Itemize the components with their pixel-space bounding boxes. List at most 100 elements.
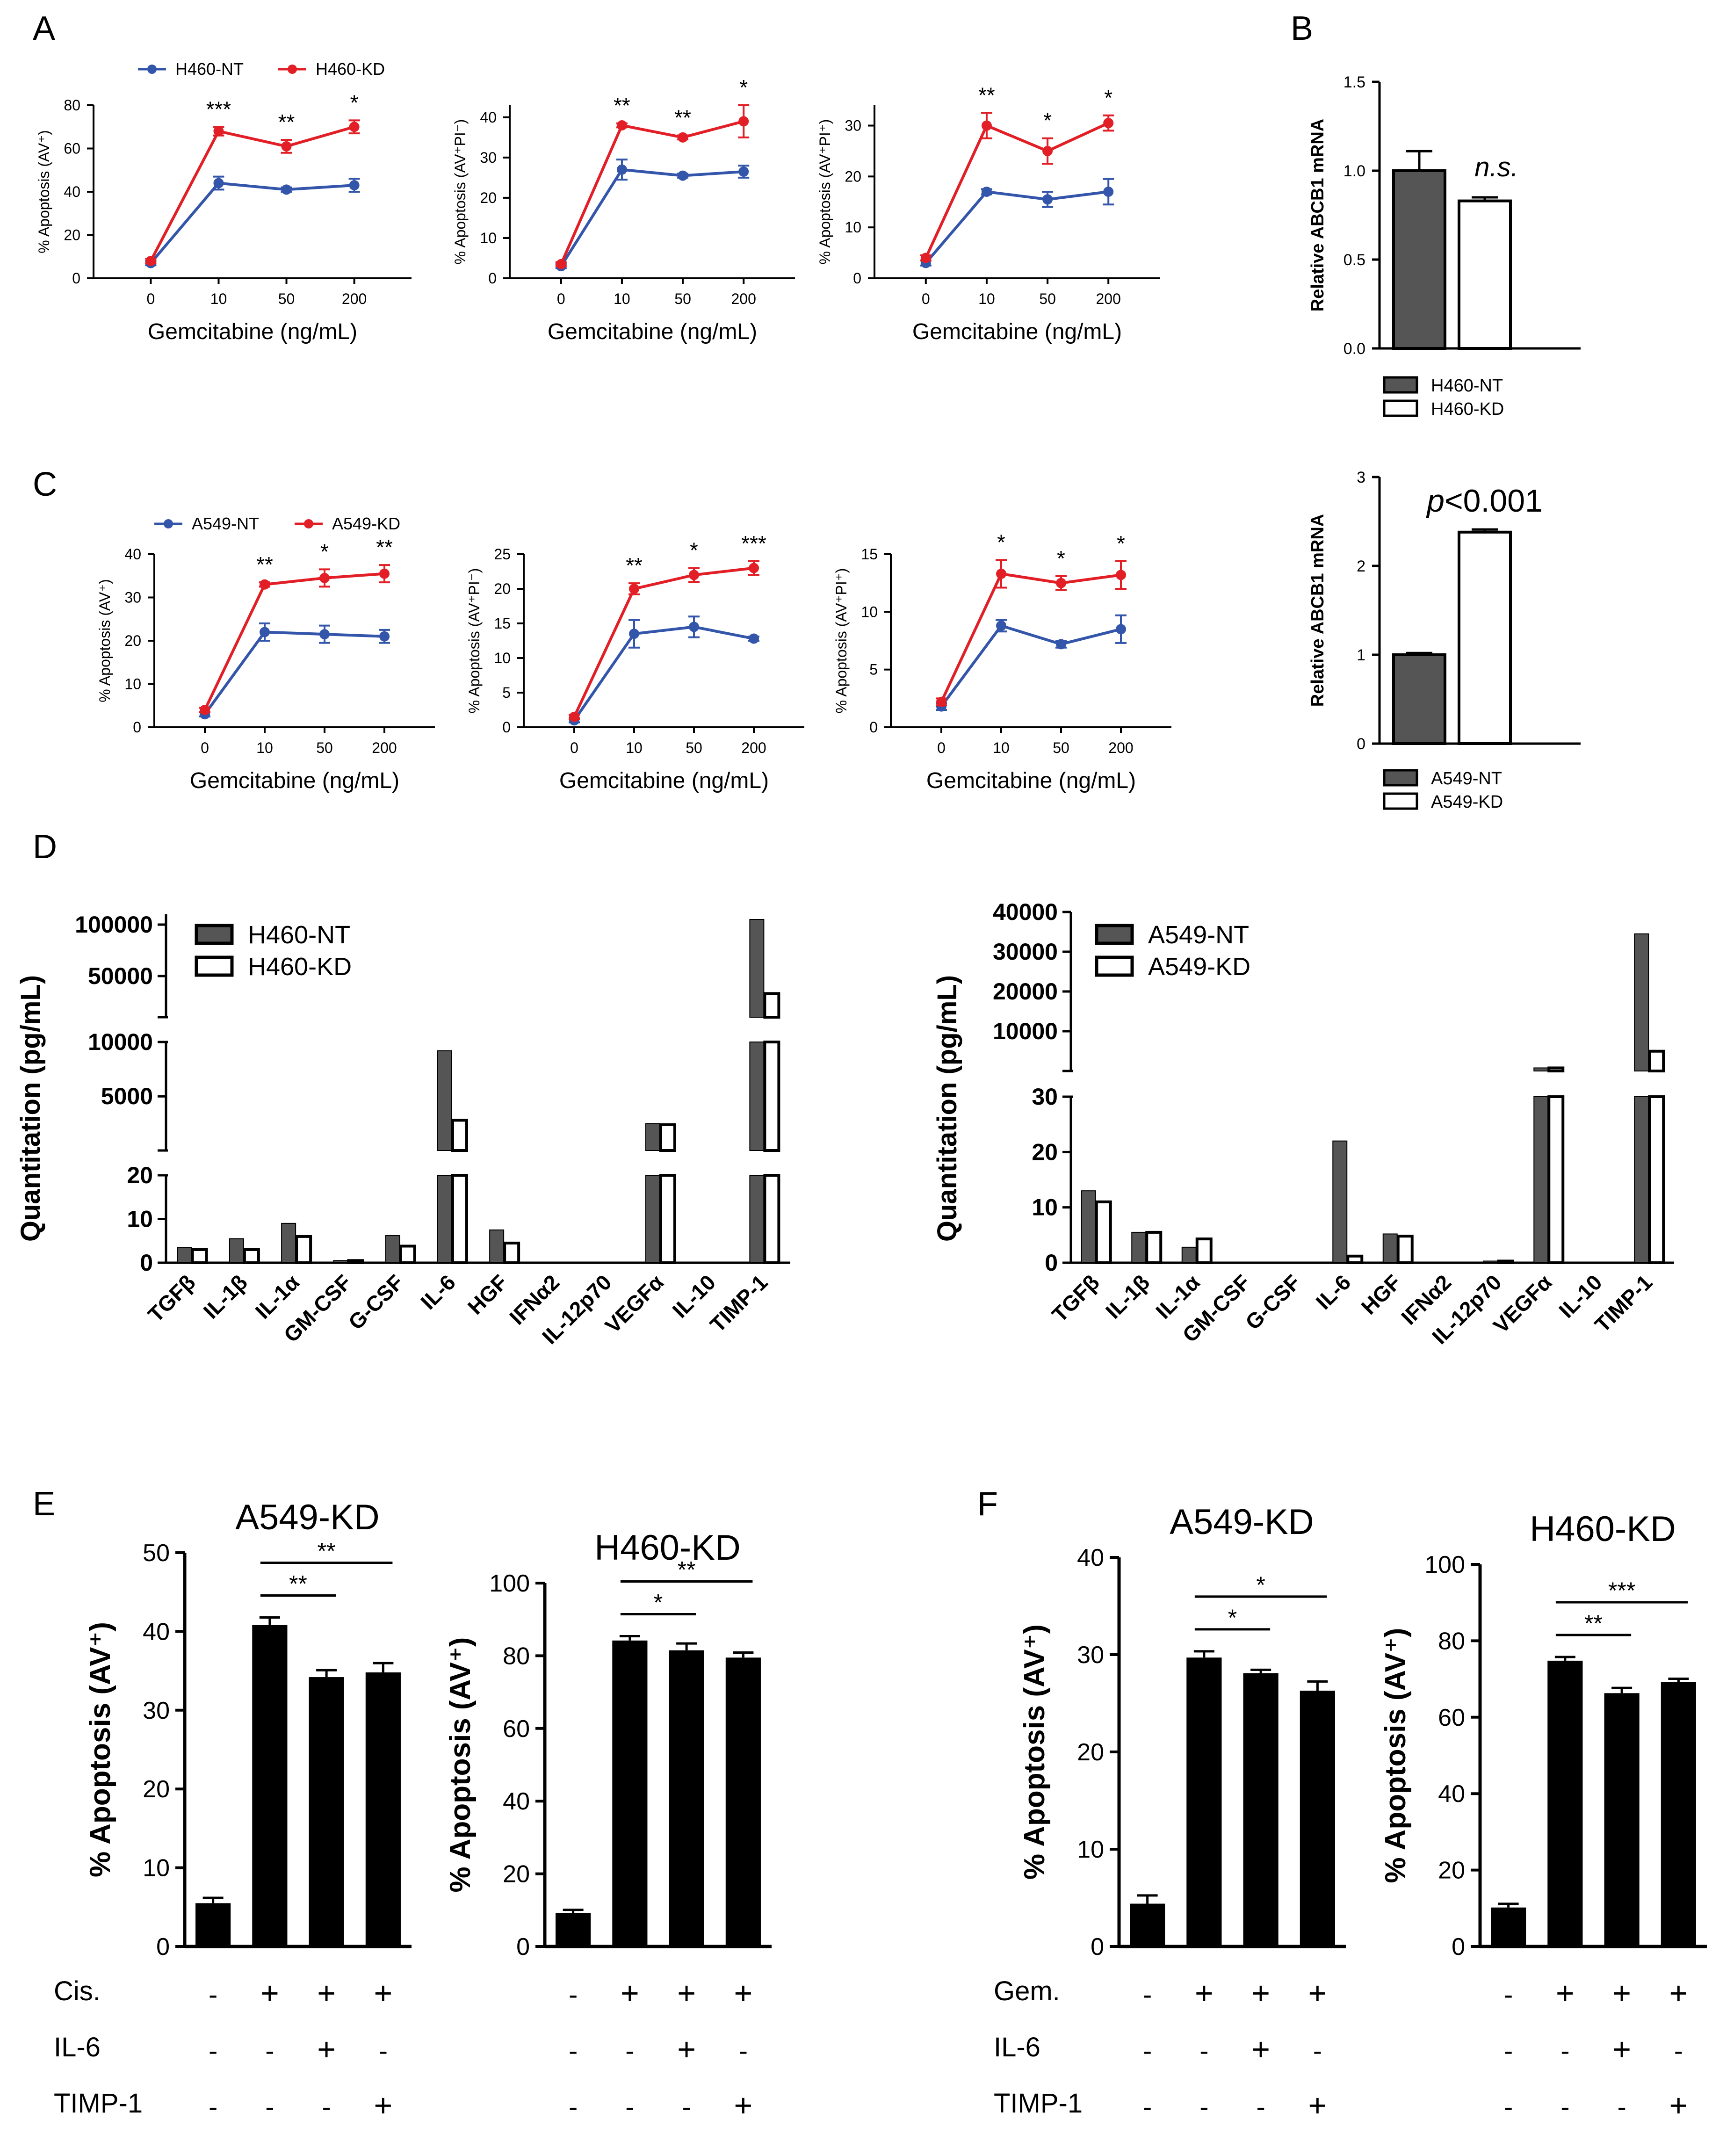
significance-marker: **: [978, 83, 995, 107]
treatment-mark: -: [1199, 2092, 1208, 2122]
significance-marker: **: [674, 106, 691, 130]
bar: [365, 1672, 401, 1946]
y-axis-label: % Apoptosis (AV⁺): [84, 1622, 116, 1877]
y-tick-label: 25: [494, 546, 511, 563]
x-tick-label: 10: [256, 739, 273, 756]
bar: [612, 1640, 648, 1946]
legend-label: H460-KD: [1431, 399, 1504, 419]
y-tick-label: 10: [127, 1206, 153, 1232]
x-tick-label: 50: [1053, 739, 1069, 756]
data-point: [1116, 624, 1126, 635]
bar: [385, 1235, 400, 1264]
significance-marker: *: [690, 538, 698, 563]
x-axis-label: Gemcitabine (ng/mL): [926, 768, 1136, 793]
bar-segment: [1648, 1095, 1665, 1264]
treatment-mark: -: [1617, 2092, 1626, 2122]
y-tick-label: 50: [143, 1540, 170, 1567]
y-tick-label: 10: [480, 230, 497, 246]
bar: [229, 1238, 244, 1263]
x-tick-label: 50: [1039, 290, 1056, 307]
y-tick-label: 15: [494, 615, 511, 632]
x-tick-label: 200: [1096, 290, 1121, 307]
y-tick-label: 30: [143, 1697, 170, 1724]
treatment-mark: -: [1143, 1980, 1152, 2010]
x-axis-label: Gemcitabine (ng/mL): [912, 319, 1122, 344]
treatment-mark: -: [625, 2092, 634, 2122]
bar-segment: [645, 1175, 660, 1263]
y-tick-label: 0: [156, 1933, 170, 1961]
x-tick-label: TIMP-1: [1590, 1270, 1657, 1337]
y-tick-label: 100: [489, 1570, 530, 1597]
x-tick-label: 50: [278, 290, 295, 307]
data-point: [281, 184, 292, 195]
bar: [1081, 1190, 1096, 1264]
significance-marker: *: [1117, 531, 1125, 556]
significance-marker: **: [289, 1570, 307, 1597]
bar: [749, 919, 765, 1018]
treatment-mark: +: [1195, 1975, 1214, 2011]
treatment-mark: +: [374, 1975, 393, 2011]
treatment-mark: +: [1251, 1975, 1270, 2011]
significance-marker: *: [997, 530, 1005, 554]
data-point: [981, 187, 992, 197]
treatment-mark: -: [1560, 2092, 1569, 2122]
bar: [333, 1260, 348, 1263]
legend-label: A549-NT: [1148, 921, 1249, 949]
treatment-mark: -: [682, 2092, 691, 2122]
legend-marker: [288, 65, 297, 74]
bar: [1483, 1260, 1498, 1263]
treatment-mark: +: [260, 1975, 279, 2011]
data-point: [749, 633, 759, 644]
data-point: [689, 622, 699, 632]
y-axis-label: % Apoptosis (AV⁺): [96, 579, 113, 702]
x-tick-label: G-CSF: [1241, 1270, 1305, 1334]
treatment-mark: -: [1504, 1980, 1513, 2010]
significance-annotation: p<0.001: [1426, 483, 1543, 519]
data-point: [1103, 118, 1114, 129]
bar: [281, 1223, 296, 1264]
data-point: [145, 256, 156, 266]
bar: [763, 992, 780, 1019]
y-tick-label: 80: [64, 97, 80, 114]
legend-label: H460-KD: [316, 59, 385, 79]
bar: [252, 1625, 288, 1946]
treatment-mark: +: [1556, 1975, 1575, 2011]
bar: [1095, 1200, 1112, 1264]
x-tick-label: 0: [147, 290, 155, 307]
bar: [1491, 1907, 1526, 1946]
data-point: [936, 696, 946, 707]
legend-swatch: [1383, 769, 1418, 787]
y-tick-label: 5000: [101, 1083, 153, 1109]
y-tick-label: 40: [480, 109, 497, 126]
treatment-mark: -: [209, 2092, 217, 2122]
legend-label: H460-NT: [248, 921, 350, 949]
x-tick-label: 200: [1108, 739, 1133, 756]
y-axis-label: % Apoptosis (AV⁺): [36, 130, 52, 253]
treatment-mark: -: [1504, 2092, 1513, 2122]
significance-annotation: n.s.: [1474, 152, 1518, 182]
y-tick-label: 40: [64, 183, 80, 200]
x-axis-label: Gemcitabine (ng/mL): [148, 319, 357, 344]
treatment-mark: -: [569, 1980, 578, 2010]
x-tick-label: 200: [372, 739, 397, 756]
bar: [195, 1903, 231, 1946]
y-tick-label: 15: [861, 546, 878, 563]
treatment-label: TIMP-1: [994, 2088, 1083, 2119]
y-tick-label: 100: [1424, 1551, 1465, 1578]
y-tick-label: 60: [503, 1715, 530, 1743]
data-point: [616, 164, 627, 175]
y-tick-label: 5: [869, 661, 878, 678]
y-tick-label: 0: [1045, 1250, 1058, 1276]
y-tick-label: 10: [1077, 1836, 1104, 1863]
legend-swatch: [195, 955, 234, 977]
data-point: [569, 711, 579, 722]
data-point: [349, 122, 360, 132]
y-tick-label: 10: [1032, 1194, 1058, 1221]
x-tick-label: 10: [210, 290, 227, 307]
data-point: [319, 629, 330, 640]
chart-title: H460-KD: [1530, 1509, 1676, 1549]
y-tick-label: 20: [480, 189, 497, 206]
series-line-1: [573, 566, 754, 718]
bar: [1392, 169, 1446, 350]
bar: [669, 1650, 704, 1946]
